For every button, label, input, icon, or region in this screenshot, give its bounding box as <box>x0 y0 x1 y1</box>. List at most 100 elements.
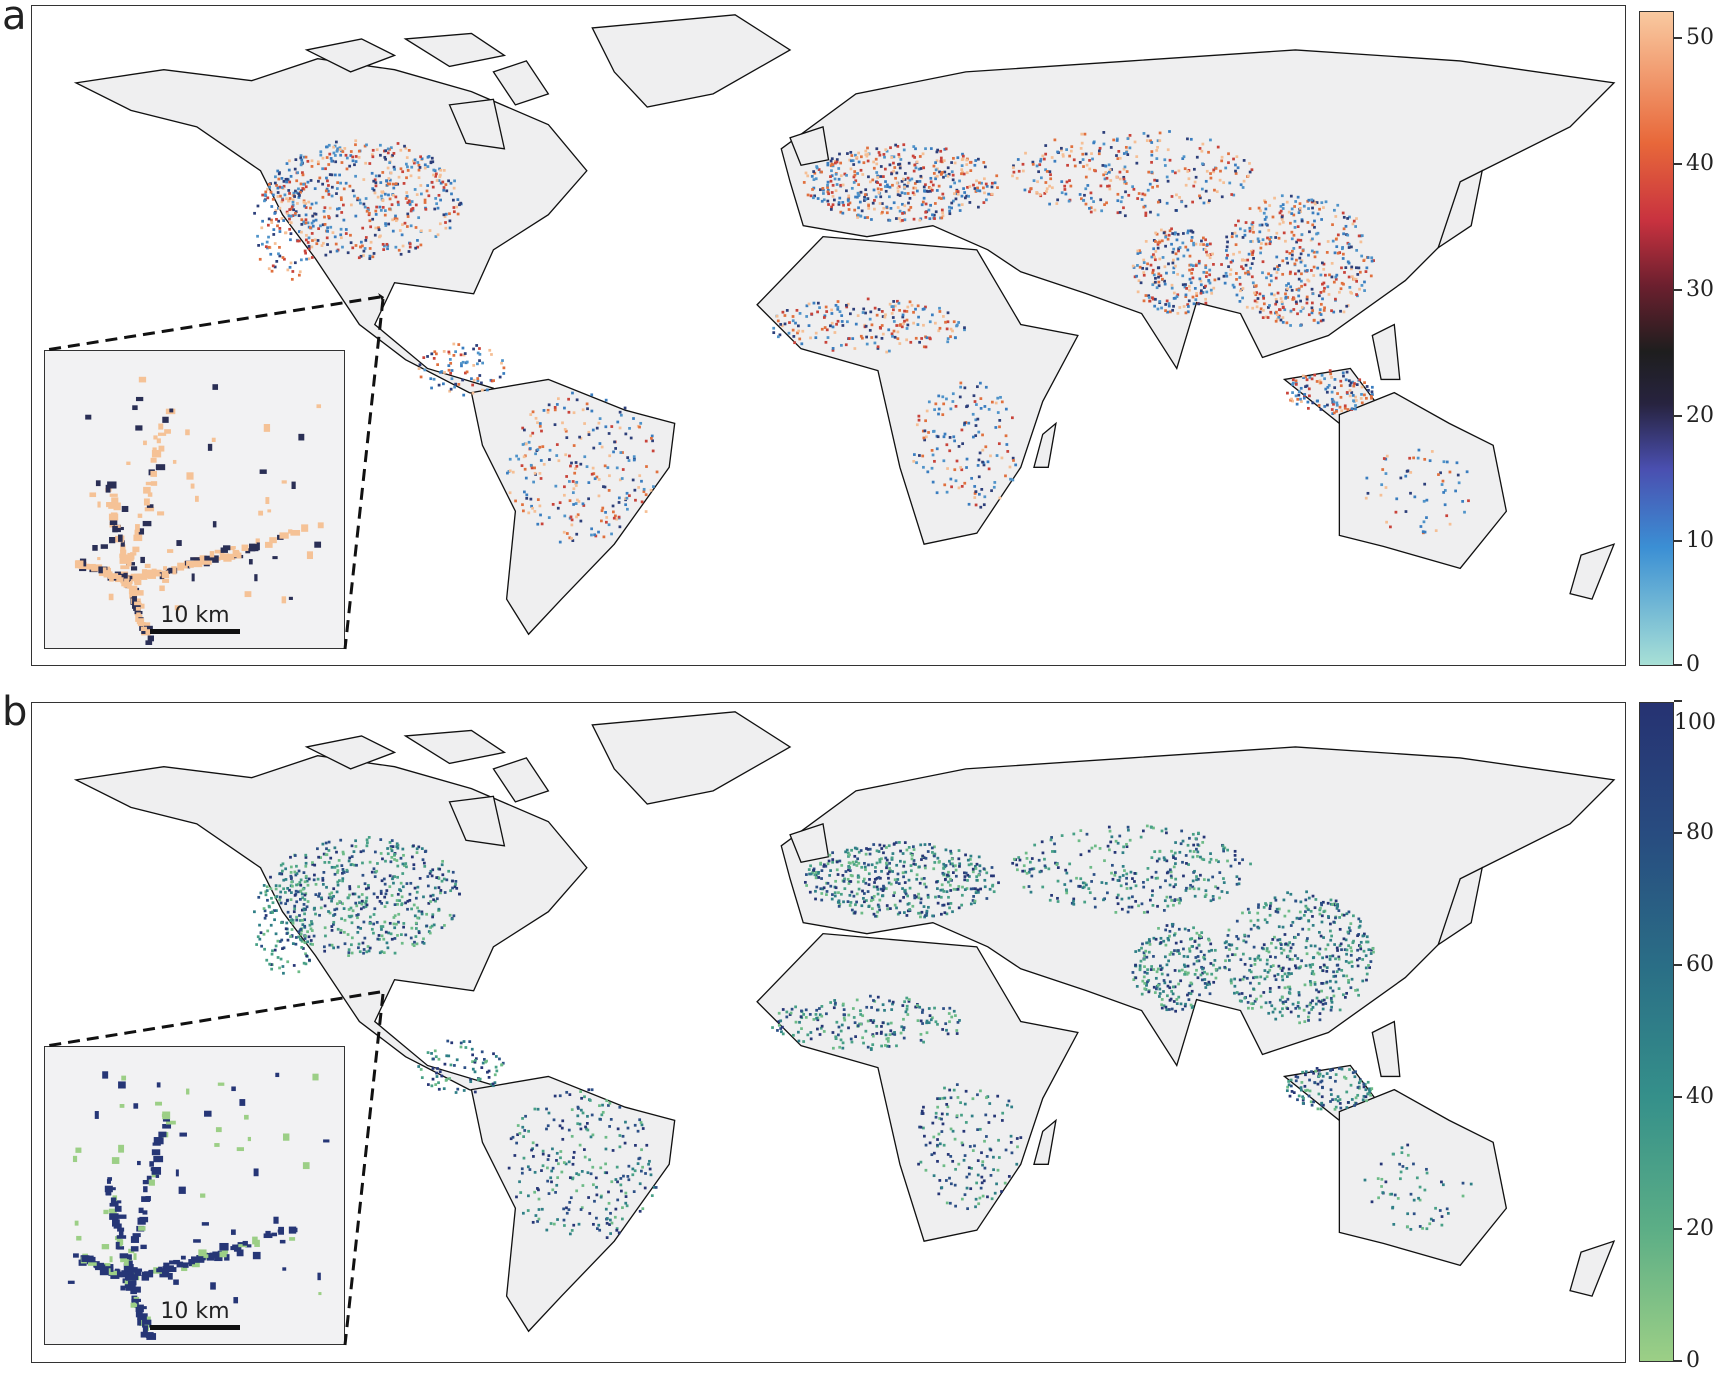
data-pixel <box>398 899 402 902</box>
data-pixel <box>478 359 481 363</box>
data-pixel <box>583 422 586 425</box>
data-pixel <box>401 847 405 851</box>
data-pixel <box>1229 268 1233 272</box>
data-pixel <box>546 1166 549 1170</box>
data-pixel <box>1021 169 1025 173</box>
data-pixel <box>1204 893 1208 897</box>
data-pixel <box>847 203 850 207</box>
data-pixel <box>430 1084 434 1088</box>
data-pixel <box>1138 251 1142 254</box>
data-pixel <box>831 860 835 864</box>
data-pixel <box>1051 186 1054 190</box>
data-pixel <box>1188 849 1192 853</box>
data-pixel <box>641 1207 645 1211</box>
data-pixel <box>451 886 454 890</box>
data-pixel <box>593 477 597 481</box>
data-pixel <box>1281 220 1285 224</box>
data-pixel <box>1106 891 1109 895</box>
inset-pixel <box>306 551 313 560</box>
data-pixel <box>1332 411 1336 415</box>
data-pixel <box>1093 208 1097 212</box>
data-pixel <box>443 215 447 219</box>
data-pixel <box>365 838 369 842</box>
data-pixel <box>391 153 395 157</box>
inset-pixel <box>118 534 123 542</box>
data-pixel <box>933 408 936 412</box>
data-pixel <box>1238 227 1242 231</box>
data-pixel <box>408 892 412 896</box>
data-pixel <box>830 157 834 161</box>
data-pixel <box>883 155 886 159</box>
data-pixel <box>941 192 945 196</box>
data-pixel <box>648 1167 652 1171</box>
data-pixel <box>1267 272 1270 276</box>
data-pixel <box>508 469 512 473</box>
data-pixel <box>362 254 365 257</box>
data-pixel <box>970 476 973 480</box>
data-pixel <box>1364 396 1368 400</box>
data-pixel <box>261 242 264 246</box>
inset-pixel <box>157 432 167 436</box>
data-pixel <box>1126 153 1130 156</box>
data-pixel <box>304 206 308 209</box>
data-pixel <box>965 466 968 469</box>
data-pixel <box>950 857 954 861</box>
data-pixel <box>875 849 879 853</box>
data-pixel <box>912 845 915 849</box>
data-pixel <box>850 848 853 852</box>
data-pixel <box>434 235 438 238</box>
data-pixel <box>881 894 884 898</box>
data-pixel <box>1261 238 1265 242</box>
data-pixel <box>1328 273 1331 277</box>
data-pixel <box>883 167 887 171</box>
data-pixel <box>595 1185 598 1189</box>
data-pixel <box>1146 188 1150 192</box>
data-pixel <box>1173 232 1176 236</box>
data-pixel <box>269 963 273 966</box>
inset-pixel <box>279 532 289 539</box>
data-pixel <box>431 1077 435 1081</box>
data-pixel <box>1365 385 1369 388</box>
data-pixel <box>415 847 419 851</box>
data-pixel <box>577 1173 581 1177</box>
data-pixel <box>1289 194 1293 198</box>
data-pixel <box>344 232 348 235</box>
data-pixel <box>1205 253 1209 257</box>
data-pixel <box>1176 272 1180 276</box>
data-pixel <box>783 322 787 326</box>
data-pixel <box>890 305 894 308</box>
data-pixel <box>454 879 458 883</box>
data-pixel <box>1248 229 1252 233</box>
data-pixel <box>1455 461 1459 465</box>
data-pixel <box>1021 869 1025 873</box>
data-pixel <box>530 466 534 470</box>
data-pixel <box>1072 899 1075 903</box>
data-pixel <box>434 172 438 176</box>
data-pixel <box>1178 897 1182 900</box>
data-pixel <box>471 383 475 387</box>
data-pixel <box>1159 274 1163 278</box>
data-pixel <box>960 468 964 472</box>
inset-pixel <box>249 543 256 552</box>
data-pixel <box>354 174 357 178</box>
data-pixel <box>1173 985 1177 989</box>
data-pixel <box>840 320 844 323</box>
data-pixel <box>394 182 398 186</box>
data-pixel <box>876 174 880 178</box>
data-pixel <box>946 340 950 344</box>
data-pixel <box>1413 495 1417 499</box>
data-pixel <box>1325 390 1329 394</box>
data-pixel <box>1289 285 1293 289</box>
data-pixel <box>876 903 880 907</box>
data-pixel <box>838 152 841 156</box>
data-pixel <box>414 246 418 250</box>
data-pixel <box>1335 401 1339 405</box>
inset-pixel <box>132 546 140 553</box>
data-pixel <box>1048 170 1052 174</box>
data-pixel <box>1031 162 1035 166</box>
data-pixel <box>1320 373 1324 377</box>
data-pixel <box>419 184 423 187</box>
data-pixel <box>1380 483 1384 487</box>
data-pixel <box>1299 252 1303 256</box>
data-pixel <box>356 925 360 929</box>
